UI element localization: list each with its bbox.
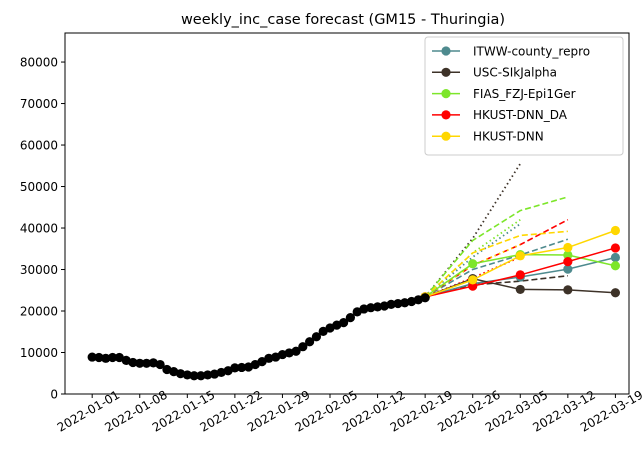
legend-hkust-dnn-da-marker (441, 110, 451, 120)
observed-point (318, 326, 328, 336)
observed-point (87, 352, 97, 362)
plot-frame (64, 32, 630, 395)
legend: ITWW-county_repro USC-SIkJalpha FIAS_FZJ-E… (424, 36, 624, 156)
observed-point (175, 369, 186, 379)
y-tick-label: 0 (50, 388, 58, 402)
y-tick-label: 80000 (20, 56, 58, 70)
observed-point (386, 299, 396, 309)
observed-point (128, 357, 138, 368)
observed-point (155, 359, 165, 370)
fias-fzj-epi1ger-point (468, 259, 478, 269)
hkust-dnn-point (563, 242, 573, 253)
observed-point (339, 318, 349, 328)
observed-point (94, 352, 104, 363)
observed-point (230, 363, 240, 373)
observed-point (298, 342, 308, 352)
fias-fzj-epi1ger-point (563, 250, 573, 260)
observed-point (203, 370, 213, 380)
y-tick-label: 70000 (20, 97, 58, 111)
observed-point (393, 298, 403, 309)
observed-point (182, 370, 192, 380)
observed-point (305, 337, 315, 347)
usc-sikjalpha-point (515, 284, 525, 295)
observed-series (87, 293, 430, 381)
legend-itww-county-repro-label: ITWW-county_repro (473, 44, 590, 58)
observed-point (372, 302, 383, 312)
observed-point (264, 353, 274, 363)
legend-hkust-dnn-da-label: HKUST-DNN_DA (473, 108, 568, 122)
observed-point (359, 304, 369, 314)
fias-fzj-epi1ger-upper-dashed-line (424, 196, 569, 298)
observed-point (237, 362, 247, 373)
hkust-dnn-da-upper-dashed-line (424, 219, 569, 298)
chart-title: weekly_inc_case forecast (GM15 - Thuring… (181, 12, 505, 28)
hkust-dnn-point (468, 275, 478, 285)
observed-point (257, 357, 267, 367)
itww-county-repro-upper-dashed-line (424, 238, 569, 298)
y-tick-label: 10000 (20, 346, 58, 360)
observed-point (135, 358, 145, 368)
observed-point (196, 371, 206, 381)
observed-point (291, 346, 301, 356)
hkust-dnn-point (515, 251, 525, 261)
legend-hkust-dnn-label: HKUST-DNN (473, 130, 544, 144)
usc-sikjalpha-upper-dashed-line (424, 274, 568, 298)
hkust-dnn-da-point (610, 243, 621, 253)
itww-county-repro-point (563, 264, 573, 274)
legend-fias-fzj-epi1ger-label: FIAS_FZJ-Epi1Ger (473, 87, 576, 101)
observed-point (366, 303, 376, 313)
hkust-dnn-point (610, 225, 621, 236)
y-tick-label: 30000 (20, 263, 58, 277)
hkust-dnn-da-point (515, 270, 525, 280)
observed-point (400, 298, 410, 308)
observed-point (141, 358, 152, 368)
observed-point (189, 371, 199, 381)
observed-point (101, 353, 111, 363)
legend-hkust-dnn-marker (441, 131, 451, 141)
forecast-series (420, 225, 621, 302)
y-tick-label: 60000 (20, 139, 58, 153)
observed-point (420, 293, 430, 303)
fias-fzj-epi1ger-point (610, 261, 621, 271)
forecast-uncertainty-lines (424, 163, 569, 298)
usc-sikjalpha-point (563, 285, 573, 295)
legend-itww-county-repro-marker (441, 46, 451, 56)
y-tick-label: 40000 (20, 222, 58, 236)
legend-usc-sikjalpha-marker (441, 67, 451, 77)
legend-usc-sikjalpha-label: USC-SIkJalpha (473, 66, 557, 80)
hkust-dnn-upper-dashed-line (424, 230, 568, 298)
legend-fias-fzj-epi1ger-marker (441, 89, 451, 99)
legend-box (424, 36, 624, 156)
observed-point (345, 313, 355, 323)
observed-point (107, 352, 118, 363)
usc-sikjalpha-point (610, 288, 621, 298)
hkust-dnn-da-point (563, 257, 573, 267)
itww-county-repro-point (610, 252, 621, 263)
y-tick-label: 50000 (20, 180, 58, 194)
observed-point (311, 332, 322, 342)
y-tick-label: 20000 (20, 305, 58, 319)
